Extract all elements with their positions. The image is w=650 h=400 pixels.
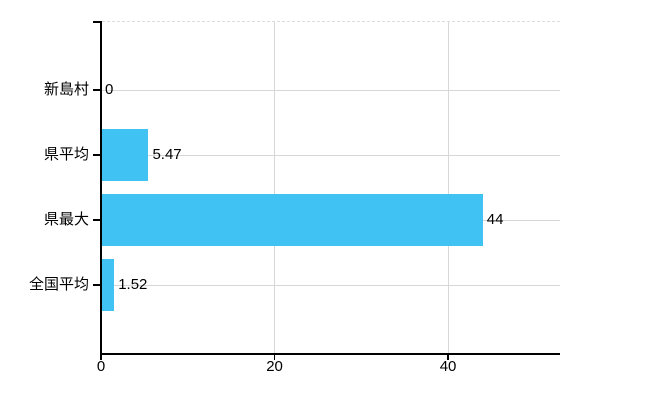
y-axis-tick	[93, 89, 101, 91]
gridline-horizontal	[102, 284, 560, 286]
gridline-dashed-top	[102, 21, 560, 22]
gridline-vertical	[447, 22, 449, 354]
bar	[102, 194, 483, 246]
x-axis-tick	[100, 355, 102, 360]
gridline-horizontal	[102, 89, 560, 91]
x-axis-tick-label: 40	[439, 358, 457, 375]
bar-value-label: 44	[486, 211, 504, 228]
y-axis-top-tick	[93, 21, 101, 23]
x-axis-tick	[447, 355, 449, 360]
gridline-horizontal	[102, 154, 560, 156]
bar-value-label: 1.52	[118, 276, 148, 293]
gridline-vertical	[274, 22, 276, 354]
x-axis	[100, 353, 560, 355]
y-axis-label: 新島村	[43, 81, 89, 98]
bar-value-label: 5.47	[152, 146, 182, 163]
bar-value-label: 0	[105, 81, 114, 98]
bar	[102, 259, 115, 311]
y-axis	[100, 21, 102, 355]
y-axis-label: 県最大	[43, 211, 89, 228]
y-axis-tick	[93, 219, 101, 221]
bar	[102, 129, 149, 181]
x-axis-tick-label: 20	[266, 358, 283, 375]
y-axis-label: 全国平均	[28, 276, 89, 293]
x-axis-tick	[273, 355, 276, 360]
x-axis-tick-label: 0	[96, 358, 106, 375]
y-axis-tick	[93, 284, 101, 286]
y-axis-tick	[93, 154, 101, 156]
y-axis-label: 県平均	[43, 146, 89, 163]
